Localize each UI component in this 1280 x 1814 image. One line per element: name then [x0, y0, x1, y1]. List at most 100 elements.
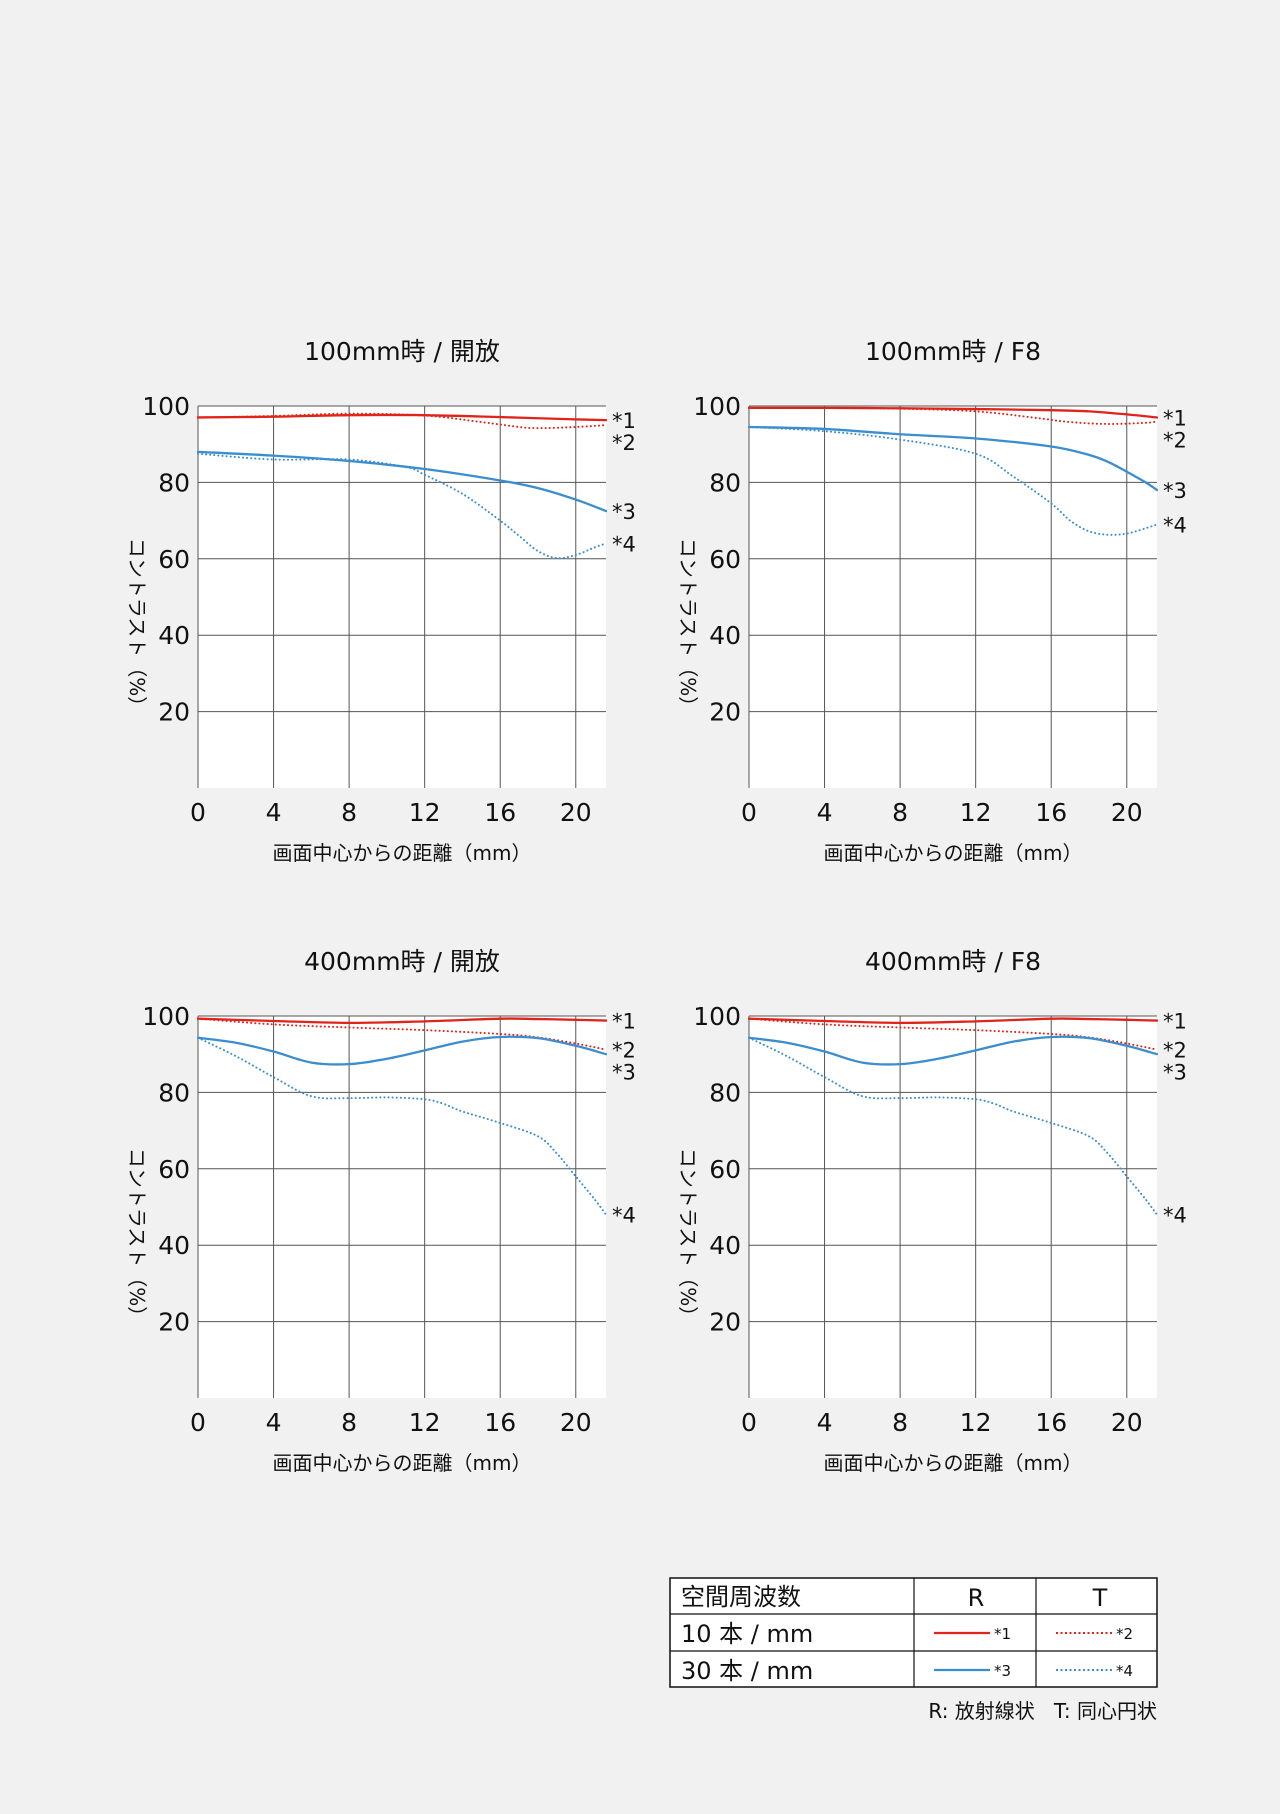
- legend-header-t: T: [1092, 1584, 1108, 1612]
- x-tick-label: 4: [266, 1408, 282, 1437]
- series-end-label: *4: [1163, 513, 1187, 537]
- series-end-label: *2: [612, 431, 636, 455]
- legend-footnote: R: 放射線状 T: 同心円状: [928, 1699, 1157, 1723]
- series-line-2: [748, 406, 1158, 425]
- y-tick-label: 40: [709, 1231, 741, 1260]
- series-line-2: [197, 1017, 607, 1051]
- chart-title: 100mm時 / 開放: [304, 337, 500, 366]
- series-end-label: *2: [1163, 1039, 1187, 1063]
- x-axis-label: 画面中心からの距離（mm）: [273, 841, 532, 865]
- x-tick-label: 8: [892, 798, 908, 827]
- series-end-label: *1: [612, 1010, 636, 1034]
- series-line-4: [748, 426, 1158, 536]
- x-tick-label: 20: [1111, 798, 1143, 827]
- series-end-label: *1: [1163, 406, 1187, 430]
- y-tick-label: 80: [709, 1078, 741, 1107]
- series-end-label: *1: [1163, 1010, 1187, 1034]
- chart-title: 400mm時 / 開放: [304, 947, 500, 976]
- y-tick-label: 80: [158, 1078, 190, 1107]
- y-tick-label: 100: [142, 392, 190, 421]
- x-tick-label: 0: [741, 798, 757, 827]
- x-axis-label: 画面中心からの距離（mm）: [273, 1451, 532, 1475]
- x-tick-label: 4: [817, 1408, 833, 1437]
- y-axis-label: コントラスト（%）: [125, 1148, 149, 1327]
- x-tick-label: 4: [817, 798, 833, 827]
- legend-key-2: *2: [1116, 1625, 1133, 1643]
- x-tick-label: 8: [341, 1408, 357, 1437]
- plot-area: [749, 1016, 1157, 1398]
- y-tick-label: 20: [158, 698, 190, 727]
- x-tick-label: 12: [960, 798, 992, 827]
- series-line-4: [748, 1036, 1158, 1216]
- x-tick-label: 12: [409, 798, 441, 827]
- y-tick-label: 80: [158, 468, 190, 497]
- series-end-label: *3: [612, 500, 636, 524]
- series-line-1: [748, 1017, 1158, 1025]
- series-end-label: *3: [1163, 479, 1187, 503]
- legend-header-frequency: 空間周波数: [681, 1583, 801, 1611]
- series-line-3: [197, 450, 607, 513]
- y-tick-label: 100: [693, 1002, 741, 1031]
- x-tick-label: 8: [892, 1408, 908, 1437]
- y-tick-label: 80: [709, 468, 741, 497]
- series-line-3: [748, 1035, 1158, 1066]
- y-tick-label: 40: [158, 621, 190, 650]
- legend-key-1: *1: [994, 1625, 1011, 1643]
- series-end-label: *2: [1163, 428, 1187, 452]
- y-tick-label: 40: [158, 1231, 190, 1260]
- x-tick-label: 20: [1111, 1408, 1143, 1437]
- series-line-2: [197, 412, 607, 430]
- x-tick-label: 16: [484, 1408, 516, 1437]
- x-tick-label: 8: [341, 798, 357, 827]
- y-axis-label: コントラスト（%）: [676, 1148, 700, 1327]
- y-axis-label: コントラスト（%）: [125, 538, 149, 717]
- legend-row-30: 30 本 / mm: [681, 1657, 813, 1685]
- y-tick-label: 20: [709, 1308, 741, 1337]
- series-line-2: [748, 1017, 1158, 1051]
- chart-panel-1: 100mm時 / 開放 20 40 60 80 100 0 4 8 12 16 20 画面中心からの距離…: [125, 337, 636, 865]
- legend-table: 空間周波数 R T 10 本 / mm 30 本 / mm *1 *2 *3 *…: [669, 1577, 1158, 1723]
- chart-panel-4: 400mm時 / F8 20 40 60 80 100 0 4 8 12 16 20 画面中心からの距離…: [676, 947, 1187, 1475]
- chart-panel-3: 400mm時 / 開放 20 40 60 80 100 0 4 8 12 16 20 画面中心からの距離…: [125, 947, 636, 1475]
- plot-area: [198, 1016, 606, 1398]
- x-tick-label: 20: [560, 798, 592, 827]
- series-line-3: [748, 425, 1158, 492]
- series-end-label: *1: [612, 409, 636, 433]
- chart-panel-2: 100mm時 / F8 20 40 60 80 100 0 4 8 12 16 20 画面中心からの距離…: [676, 337, 1187, 865]
- series-end-label: *3: [612, 1061, 636, 1085]
- x-axis-label: 画面中心からの距離（mm）: [824, 1451, 1083, 1475]
- x-tick-label: 12: [409, 1408, 441, 1437]
- series-line-4: [197, 1036, 607, 1216]
- series-end-label: *2: [612, 1039, 636, 1063]
- y-axis-label: コントラスト（%）: [676, 538, 700, 717]
- series-line-1: [197, 1017, 607, 1025]
- plot-area: [749, 406, 1157, 788]
- series-line-4: [197, 452, 607, 560]
- x-tick-label: 16: [484, 798, 516, 827]
- chart-title: 400mm時 / F8: [865, 947, 1041, 976]
- x-tick-label: 16: [1035, 798, 1067, 827]
- x-tick-label: 12: [960, 1408, 992, 1437]
- y-tick-label: 60: [158, 1155, 190, 1184]
- legend-header-r: R: [968, 1584, 985, 1612]
- y-tick-label: 100: [693, 392, 741, 421]
- y-tick-label: 60: [709, 1155, 741, 1184]
- chart-title: 100mm時 / F8: [865, 337, 1041, 366]
- x-tick-label: 0: [190, 798, 206, 827]
- series-end-label: *4: [612, 1204, 636, 1228]
- legend-key-4: *4: [1116, 1662, 1133, 1680]
- x-tick-label: 0: [741, 1408, 757, 1437]
- x-tick-label: 0: [190, 1408, 206, 1437]
- y-tick-label: 60: [709, 545, 741, 574]
- series-end-label: *4: [612, 533, 636, 557]
- series-end-label: *4: [1163, 1204, 1187, 1228]
- x-tick-label: 4: [266, 798, 282, 827]
- x-tick-label: 20: [560, 1408, 592, 1437]
- legend-row-10: 10 本 / mm: [681, 1620, 813, 1648]
- series-end-label: *3: [1163, 1061, 1187, 1085]
- y-tick-label: 100: [142, 1002, 190, 1031]
- y-tick-label: 60: [158, 545, 190, 574]
